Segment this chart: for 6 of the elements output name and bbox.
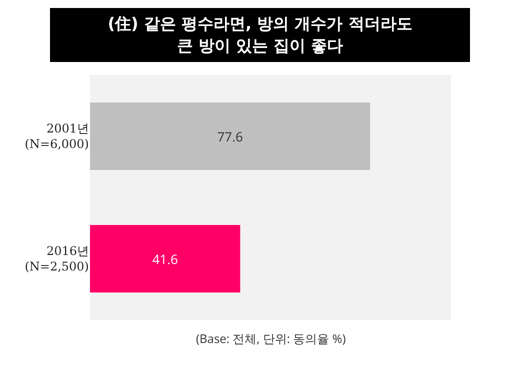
y-tick-label: 2001년 (N=6,000): [24, 122, 89, 152]
data-label: 41.6: [152, 250, 178, 268]
y-tick-label: 2016년 (N=2,500): [24, 244, 89, 274]
text: (Base: 전체, 단위: 동의율 %): [196, 330, 346, 347]
data-label: 77.6: [217, 127, 243, 146]
chart-title: (住) 같은 평수라면, 방의 개수가 적더라도 큰 방이 있는 집이 좋다: [50, 8, 470, 62]
